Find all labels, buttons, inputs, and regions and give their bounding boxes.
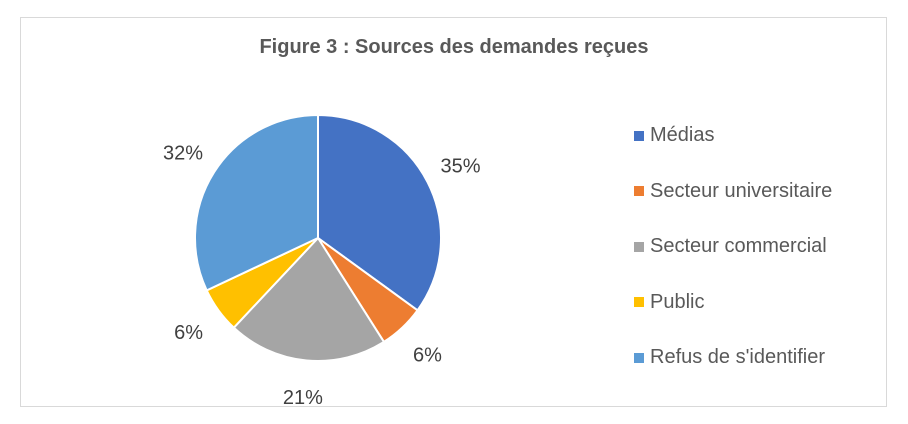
data-label: 6% [413, 345, 442, 367]
legend-label: Public [650, 290, 705, 313]
legend-swatch [634, 241, 644, 252]
legend-label: Médias [650, 124, 715, 147]
legend-swatch [634, 297, 644, 308]
pie-slice-0 [317, 113, 442, 312]
data-label: 6% [174, 322, 203, 344]
data-label: 35% [440, 155, 480, 177]
data-label: 32% [163, 142, 203, 164]
legend-swatch [634, 352, 644, 363]
legend-item: Médias [634, 108, 832, 164]
legend-label: Refus de s'identifier [650, 346, 826, 369]
legend-swatch [634, 186, 644, 197]
pie-slice-4 [194, 113, 319, 292]
legend-item: Secteur universitaire [634, 164, 832, 220]
legend-label: Secteur universitaire [650, 179, 833, 202]
legend-item: Public [634, 275, 832, 331]
pie-slice-2 [232, 236, 386, 362]
chart-area [20, 17, 887, 407]
legend-label: Secteur commercial [650, 235, 827, 258]
chart-title: Figure 3 : Sources des demandes reçues [259, 36, 649, 58]
legend-swatch [634, 130, 644, 141]
legend-item: Refus de s'identifier [634, 330, 832, 386]
legend: Médias Secteur universitaire Secteur comme… [634, 108, 832, 386]
legend-item: Secteur commercial [634, 219, 832, 275]
data-label: 21% [283, 387, 323, 409]
